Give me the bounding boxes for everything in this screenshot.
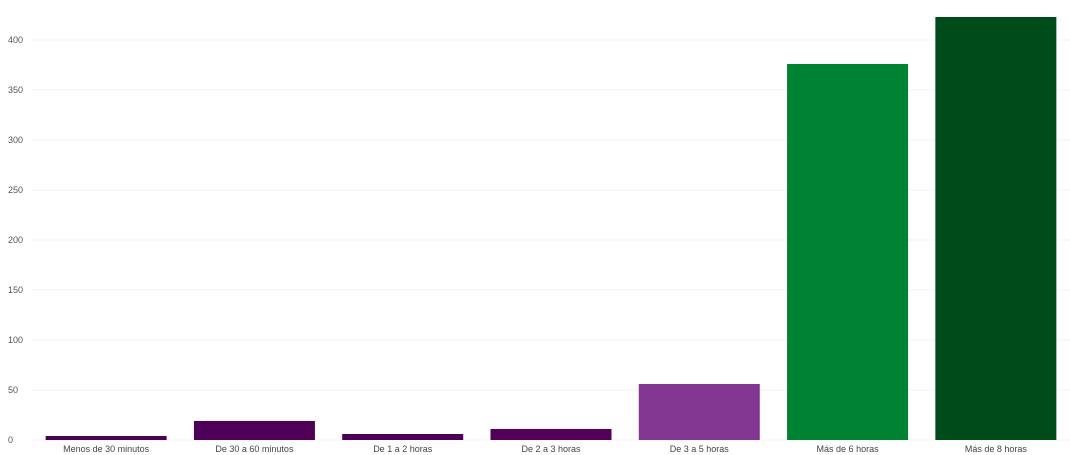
y-tick-label: 400 [8,35,23,45]
bar [787,64,909,440]
x-category-label: De 1 a 2 horas [373,444,433,454]
y-tick-label: 250 [8,185,23,195]
y-tick-label: 150 [8,285,23,295]
gridlines [32,39,1070,441]
x-category-label: Menos de 30 minutos [63,444,150,454]
bar [45,436,167,440]
bar [342,434,464,440]
bar [935,17,1057,440]
x-category-label: De 30 a 60 minutos [215,444,294,454]
x-axis-labels: Menos de 30 minutos De 30 a 60 minutos De … [63,444,1027,454]
bars [45,17,1057,440]
bar [193,421,315,440]
y-tick-label: 300 [8,135,23,145]
x-category-label: De 3 a 5 horas [670,444,730,454]
y-tick-label: 200 [8,235,23,245]
y-tick-label: 350 [8,85,23,95]
bar [638,384,760,440]
x-category-label: Más de 6 horas [817,444,880,454]
y-tick-label: 0 [8,435,13,445]
x-category-label: Más de 8 horas [965,444,1028,454]
y-tick-label: 100 [8,335,23,345]
y-axis-ticks: 0 50 100 150 200 250 300 350 400 [8,35,23,445]
x-category-label: De 2 a 3 horas [521,444,581,454]
bar [490,429,612,440]
y-tick-label: 50 [8,385,18,395]
